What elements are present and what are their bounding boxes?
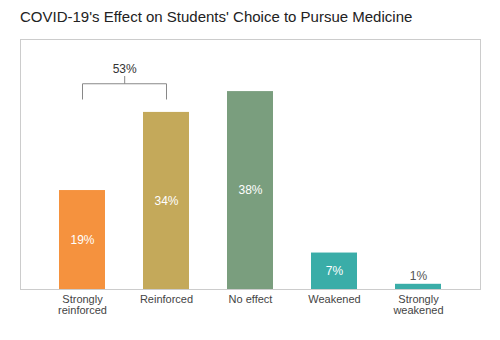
svg-text:53%: 53% [113,62,137,76]
svg-text:Stronglyreinforced: Stronglyreinforced [58,293,107,316]
html-text:COVID-19's Effect on Students': COVID-19's Effect on Students' Choice to… [20,8,413,25]
svg-text:38%: 38% [238,183,262,197]
svg-text:Reinforced: Reinforced [140,293,193,305]
svg-text:Weakened: Weakened [308,293,360,305]
svg-text:19%: 19% [70,233,94,247]
svg-text:Stronglyweakened: Stronglyweakened [392,293,443,316]
svg-text:34%: 34% [154,194,178,208]
svg-text:7%: 7% [326,264,344,278]
svg-text:1%: 1% [410,269,428,283]
svg-text:No effect: No effect [229,293,273,305]
